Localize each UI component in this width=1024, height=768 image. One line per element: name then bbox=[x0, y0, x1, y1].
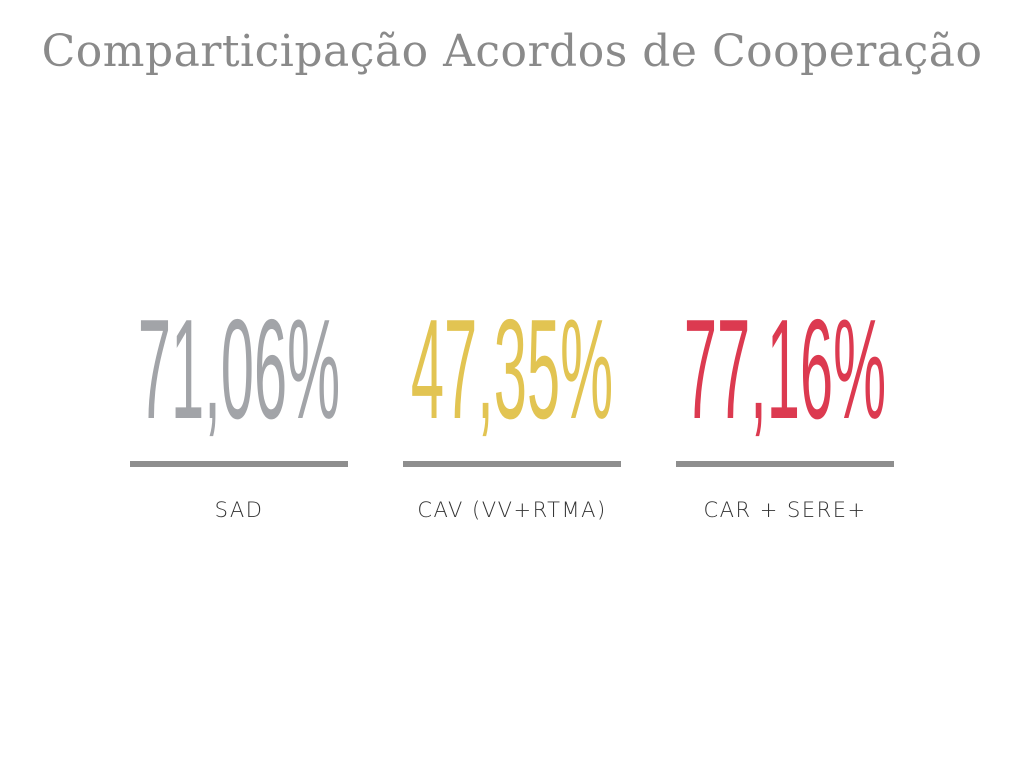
stat-card: 47,35% CAV (VV+RTMA) bbox=[382, 290, 642, 540]
stat-value-box: 47,35% bbox=[382, 290, 642, 449]
stat-value-box: 71,06% bbox=[109, 290, 369, 449]
stat-label: SAD bbox=[214, 498, 264, 522]
slide-title: Comparticipação Acordos de Cooperação bbox=[41, 26, 983, 77]
stat-value-box: 77,16% bbox=[655, 290, 915, 449]
stat-value: 71,06% bbox=[137, 290, 341, 449]
stat-label: CAV (VV+RTMA) bbox=[417, 498, 607, 522]
stat-label: CAR + SERE+ bbox=[703, 498, 867, 522]
stat-card: 77,16% CAR + SERE+ bbox=[655, 290, 915, 540]
divider bbox=[403, 461, 621, 467]
stat-card: 71,06% SAD bbox=[109, 290, 369, 540]
stat-value: 47,35% bbox=[410, 290, 614, 449]
divider bbox=[676, 461, 894, 467]
divider bbox=[130, 461, 348, 467]
stat-value: 77,16% bbox=[683, 290, 887, 449]
